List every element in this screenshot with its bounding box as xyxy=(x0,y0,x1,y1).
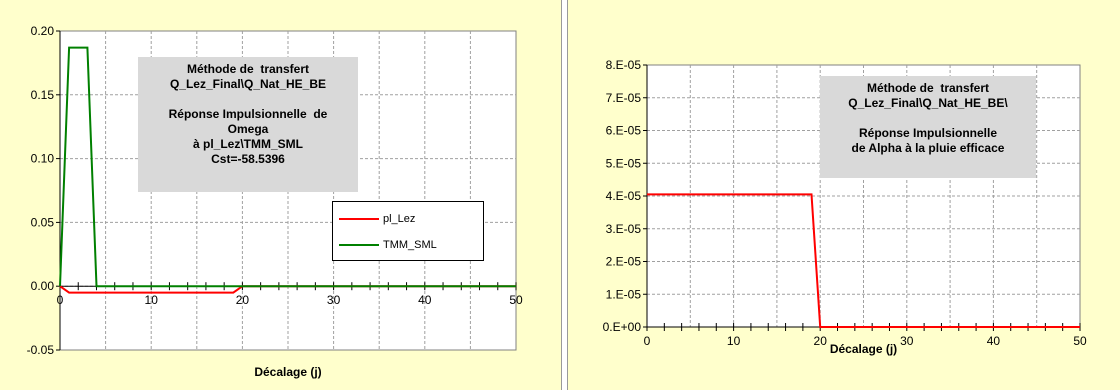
legend-entry-tmm-sml: TMM_SML xyxy=(339,238,437,252)
legend-swatch xyxy=(339,244,379,246)
y-tick-label: 2.E-05 xyxy=(606,255,642,269)
y-tick-label: 5.E-05 xyxy=(606,156,642,170)
x-tick-label: 10 xyxy=(727,334,741,348)
x-tick-label: 0 xyxy=(57,293,64,307)
right-chart-annotation: Méthode de transfert Q_Lez_Final\Q_Nat_H… xyxy=(820,76,1036,178)
annotation-line xyxy=(826,111,1030,126)
annotation-line: Omega xyxy=(227,122,269,136)
y-tick-label: 3.E-05 xyxy=(606,222,642,236)
annotation-line: de Alpha à la pluie efficace xyxy=(851,141,1005,155)
y-tick-label: 4.E-05 xyxy=(606,189,642,203)
legend-label: pl_Lez xyxy=(383,213,416,225)
y-tick-label: 0.E+00 xyxy=(603,320,642,334)
y-tick-label: 0.15 xyxy=(31,88,55,102)
y-tick-label: 0.05 xyxy=(31,215,55,229)
x-tick-label: 10 xyxy=(145,293,159,307)
annotation-line xyxy=(144,92,352,107)
annotation-line: Q_Lez_Final\Q_Nat_HE_BE\ xyxy=(848,96,1008,110)
x-axis-label: Décalage (j) xyxy=(254,365,321,379)
annotation-line: Cst=-58.5396 xyxy=(211,152,285,166)
x-axis-label: Décalage (j) xyxy=(830,342,897,356)
x-tick-label: 40 xyxy=(987,334,1001,348)
series-line-0 xyxy=(647,193,1080,328)
series-line-1 xyxy=(59,46,516,288)
annotation-line: Méthode de transfert xyxy=(866,81,989,95)
x-tick-label: 40 xyxy=(418,293,432,307)
y-tick-label: 0.00 xyxy=(31,279,55,293)
legend-swatch xyxy=(339,218,379,220)
annotation-line: à pl_Lez\TMM_SML xyxy=(192,137,303,151)
legend-entry-pl-lez: pl_Lez xyxy=(339,212,415,226)
x-tick-label: 20 xyxy=(236,293,250,307)
right-chart-panel: 8.E-05 7.E-05 6.E-05 5.E-05 4.E-05 3.E-05 2.E-… xyxy=(567,0,1120,390)
annotation-line: Méthode de transfert xyxy=(186,62,309,76)
x-tick-label: 0 xyxy=(644,334,651,348)
x-tick-label: 50 xyxy=(509,293,523,307)
y-tick-label: 8.E-05 xyxy=(606,58,642,72)
y-tick-label: 7.E-05 xyxy=(606,91,642,105)
annotation-line: Q_Lez_Final\Q_Nat_HE_BE xyxy=(169,77,327,91)
annotation-line: Réponse Impulsionnelle xyxy=(858,126,998,140)
y-tick-label: 6.E-05 xyxy=(606,124,642,138)
x-tick-label: 30 xyxy=(900,334,914,348)
y-tick-label: -0.05 xyxy=(27,343,55,357)
x-tick-label: 50 xyxy=(1073,334,1087,348)
legend-label: TMM_SML xyxy=(383,239,437,251)
y-tick-label: 0.10 xyxy=(31,152,55,166)
left-chart-legend: pl_Lez TMM_SML xyxy=(332,201,484,261)
left-chart-annotation: Méthode de transfert Q_Lez_Final\Q_Nat_H… xyxy=(138,57,358,192)
y-tick-label: 1.E-05 xyxy=(606,287,642,301)
x-tick-label: 30 xyxy=(327,293,341,307)
right-chart: 8.E-05 7.E-05 6.E-05 5.E-05 4.E-05 3.E-05 2.E-… xyxy=(603,58,1087,356)
left-chart-panel: 0.20 0.15 0.10 0.05 0.00 -0.05 0 10 20 30 40 50 Déca… xyxy=(0,0,562,390)
x-tick-label: 20 xyxy=(814,334,828,348)
annotation-line: Réponse Impulsionnelle de xyxy=(168,107,328,121)
y-tick-label: 0.20 xyxy=(31,24,55,38)
